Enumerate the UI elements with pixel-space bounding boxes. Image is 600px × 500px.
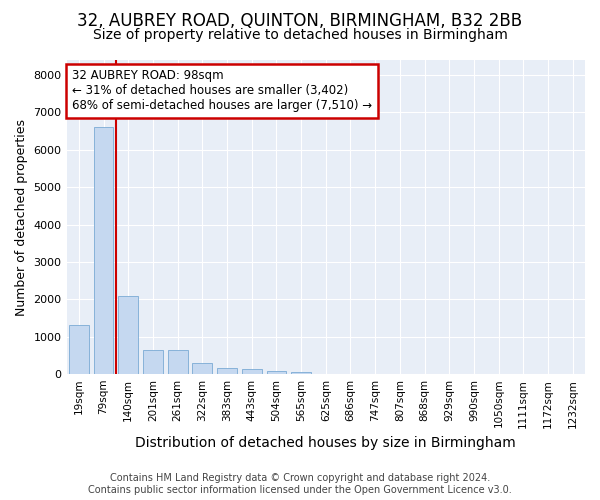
Bar (69, 324, 89, 374)
Y-axis label: Number of detached properties: Number of detached properties (15, 118, 28, 316)
Text: 32 AUBREY ROAD: 98sqm
← 31% of detached houses are smaller (3,402)
68% of semi-d: 32 AUBREY ROAD: 98sqm ← 31% of detached … (72, 70, 372, 112)
Text: Size of property relative to detached houses in Birmingham: Size of property relative to detached ho… (92, 28, 508, 42)
Bar (143, 350, 163, 374)
Text: 32, AUBREY ROAD, QUINTON, BIRMINGHAM, B32 2BB: 32, AUBREY ROAD, QUINTON, BIRMINGHAM, B3… (77, 12, 523, 30)
Bar (118, 296, 138, 374)
Bar (193, 363, 212, 374)
Bar (266, 370, 286, 374)
Bar (291, 372, 311, 374)
Bar (217, 368, 237, 374)
Bar (168, 350, 188, 374)
Text: Contains HM Land Registry data © Crown copyright and database right 2024.
Contai: Contains HM Land Registry data © Crown c… (88, 474, 512, 495)
Bar (94, 128, 113, 374)
Bar (242, 369, 262, 374)
X-axis label: Distribution of detached houses by size in Birmingham: Distribution of detached houses by size … (136, 436, 516, 450)
